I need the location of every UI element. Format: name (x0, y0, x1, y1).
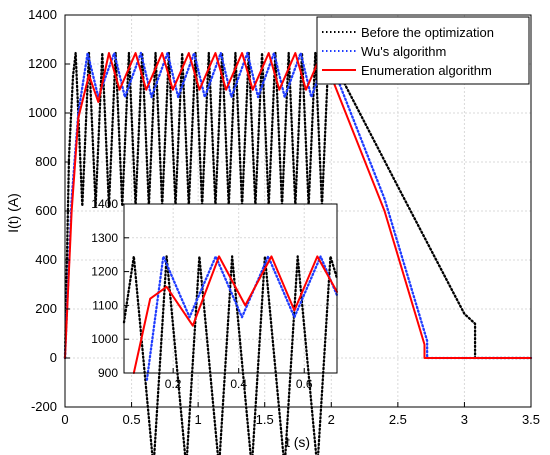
legend-box (316, 16, 530, 85)
main-series-before-the-optimization (63, 51, 533, 360)
inset-x-tick-label-0-2: 0.2 (165, 377, 182, 391)
inset-y-tick-label-900: 900 (98, 366, 118, 380)
legend-item-wus-algorithm: Wu's algorithm (322, 44, 446, 59)
main-y-tick-label-1000: 1000 (28, 105, 57, 120)
main-y-tick-label-400: 400 (35, 252, 57, 267)
inset-plot-frame (123, 203, 338, 374)
inset-y-tick-label-1400: 1400 (91, 197, 118, 211)
main-ticks: 0 0.5 1 1.5 2 2.5 3 3.5 -200 0 200 400 600 800 1000 120… (28, 7, 540, 427)
main-x-tick-label-1: 1 (195, 412, 202, 427)
inset-series (122, 255, 339, 455)
main-y-tick-label-1200: 1200 (28, 56, 57, 71)
y-axis-label: I(t) (A) (5, 193, 21, 233)
inset-series-before-the-optimization (122, 255, 339, 455)
inset-y-tick-label-1300: 1300 (91, 231, 118, 245)
main-y-tick-label-200: 200 (35, 301, 57, 316)
inset-ticks: 0.2 0.4 0.6 900 1000 1100 1200 1300 1400 (91, 197, 313, 391)
legend-item-enumeration-algorithm: Enumeration algorithm (322, 63, 492, 78)
legend: Before the optimization Wu's algorithm E… (316, 16, 530, 85)
main-y-tick-label-200: -200 (31, 399, 57, 414)
inset-y-tick-label-1100: 1100 (92, 298, 118, 312)
main-x-tick-label-0-5: 0.5 (123, 412, 141, 427)
main-y-tick-label-800: 800 (35, 154, 57, 169)
main-x-tick-label-0: 0 (61, 412, 68, 427)
inset-series-wu-s-algorithm (145, 255, 339, 381)
main-y-tick-label-0: 0 (50, 350, 57, 365)
inset-x-tick-label-0-4: 0.4 (230, 377, 247, 391)
main-y-tick-label-1400: 1400 (28, 7, 57, 22)
main-x-tick-label-2-5: 2.5 (389, 412, 407, 427)
inset-x-tick-label-0-6: 0.6 (296, 377, 313, 391)
main-x-tick-label-2: 2 (328, 412, 335, 427)
inset-y-tick-label-1000: 1000 (91, 332, 118, 346)
legend-label-wus-algorithm: Wu's algorithm (361, 44, 446, 59)
main-x-tick-label-3-5: 3.5 (522, 412, 540, 427)
legend-item-before-optimization: Before the optimization (322, 25, 494, 40)
legend-label-enumeration-algorithm: Enumeration algorithm (361, 63, 492, 78)
x-axis-label: t (s) (286, 434, 310, 450)
inset-y-tick-label-1200: 1200 (91, 265, 118, 279)
legend-label-before-optimization: Before the optimization (361, 25, 494, 40)
main-x-tick-label-3: 3 (461, 412, 468, 427)
inset-chart: 0.2 0.4 0.6 900 1000 1100 1200 1300 1400 (91, 197, 339, 455)
inset-series-enumeration-algorithm (132, 255, 338, 374)
main-x-tick-label-1-5: 1.5 (256, 412, 274, 427)
main-y-tick-label-600: 600 (35, 203, 57, 218)
